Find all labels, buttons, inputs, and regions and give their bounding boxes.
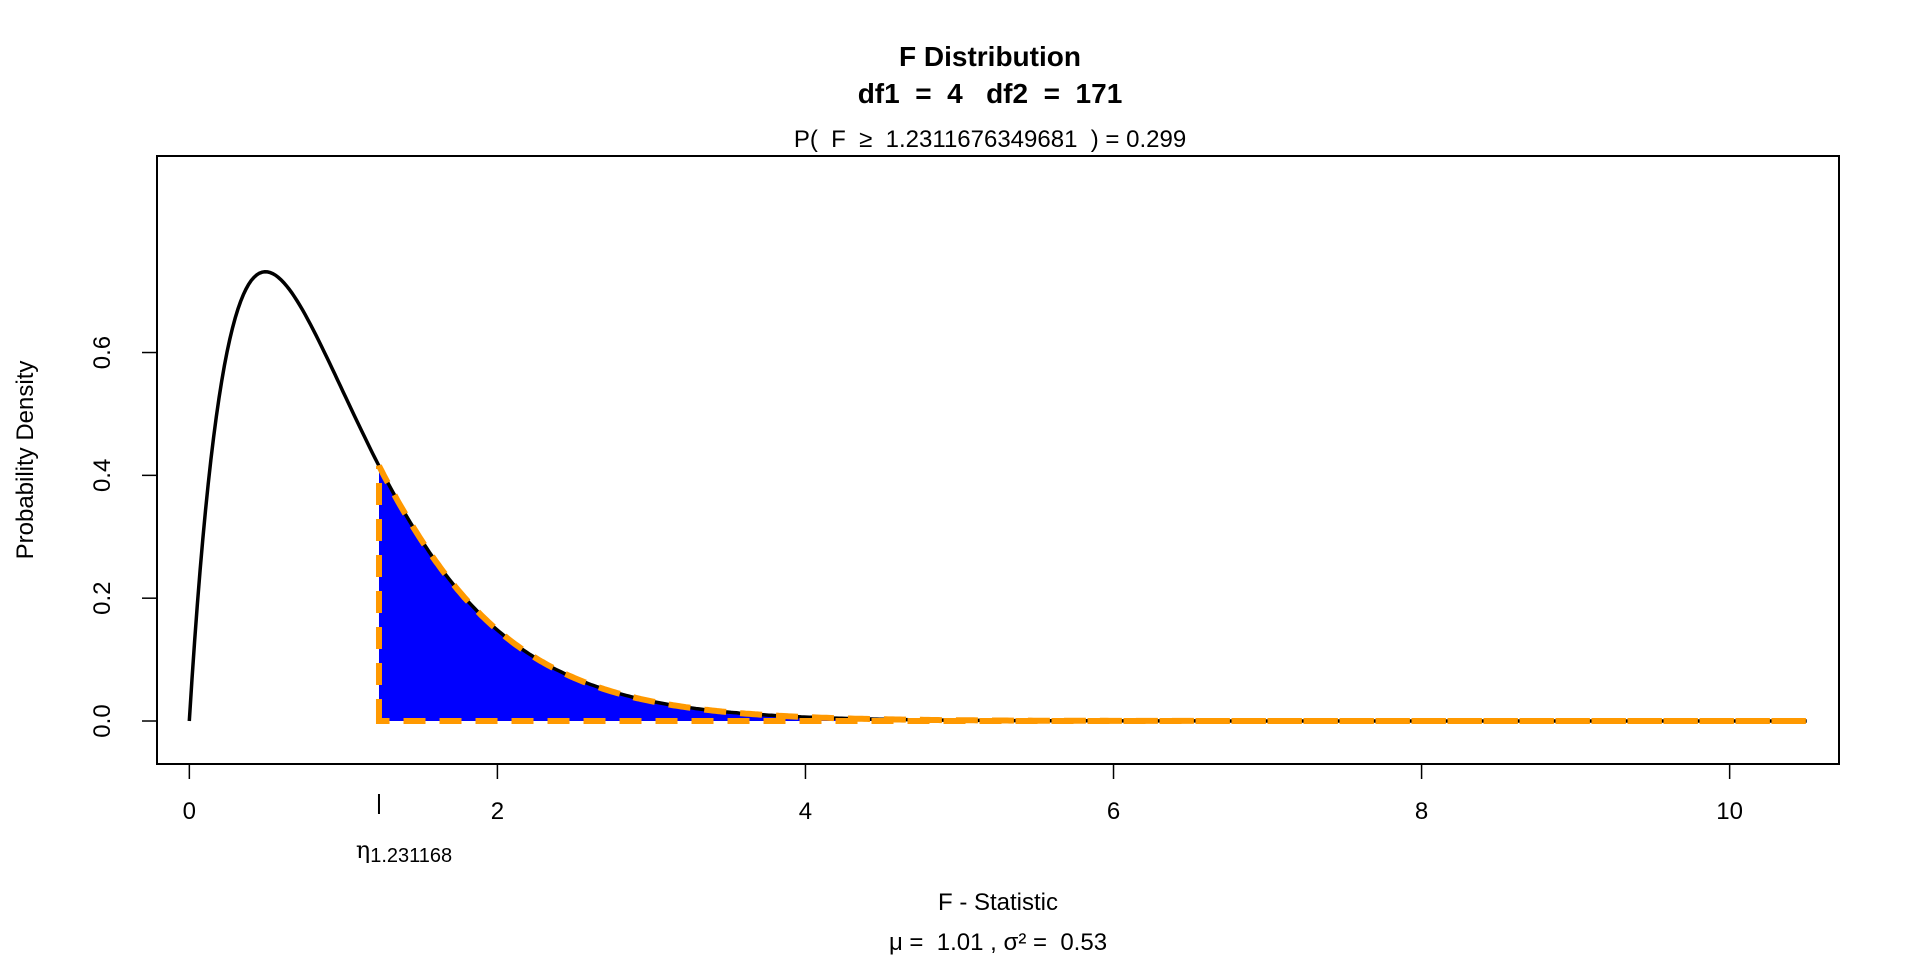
chart-title: F Distribution (899, 41, 1081, 72)
x-tick-label: 0 (183, 798, 196, 825)
x-tick-label: 8 (1415, 798, 1428, 825)
x-axis-label: F - Statistic (938, 889, 1058, 916)
x-tick-label: 4 (799, 798, 812, 825)
y-tick-label: 0.0 (89, 704, 116, 737)
x-tick-label: 2 (491, 798, 504, 825)
y-tick-label: 0.4 (89, 459, 116, 492)
y-axis: 0.0 0.2 0.4 0.6 (89, 336, 158, 738)
x-axis-sublabel: μ = 1.01 , σ² = 0.53 (889, 929, 1107, 956)
f-marker-label: η1.231168 (356, 836, 452, 867)
y-tick-label: 0.2 (89, 581, 116, 614)
x-tick-label: 6 (1107, 798, 1120, 825)
eta-symbol: η (356, 836, 370, 864)
chart-subtitle: df1 = 4 df2 = 171 (858, 78, 1123, 109)
x-axis: 0 2 4 6 8 10 (183, 763, 1743, 825)
y-tick-label: 0.6 (89, 336, 116, 369)
y-axis-label: Probability Density (12, 361, 39, 560)
x-tick-label: 10 (1716, 798, 1743, 825)
tail-area-outline (375, 464, 1808, 725)
f-marker-value: 1.231168 (370, 845, 452, 867)
shaded-tail-area (378, 465, 1807, 722)
probability-label: P( F ≥ 1.2311676349681 ) = 0.299 (794, 126, 1186, 153)
plot-area (187, 270, 1808, 725)
